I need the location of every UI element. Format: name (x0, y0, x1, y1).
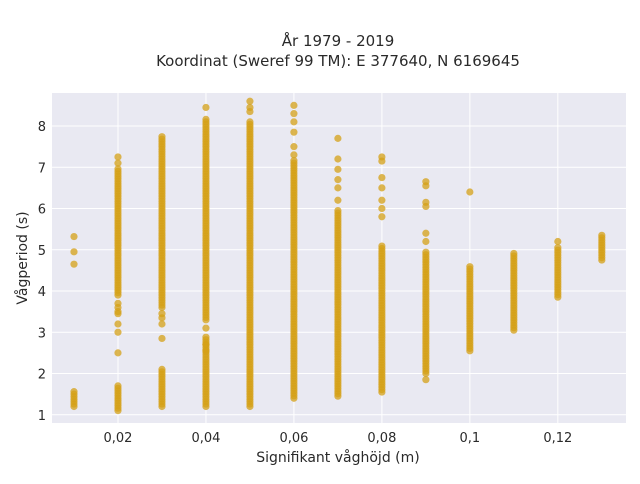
scatter-point (114, 349, 122, 357)
scatter-point (334, 176, 342, 184)
scatter-point (378, 173, 386, 182)
scatter-point (202, 341, 210, 349)
scatter-point (334, 134, 342, 142)
scatter-point (378, 204, 386, 213)
x-tick-label: 0,04 (191, 431, 220, 446)
scatter-point (334, 165, 342, 173)
scatter-point (246, 97, 254, 105)
scatter-point (422, 198, 430, 206)
scatter-point (246, 118, 254, 126)
scatter-point (114, 153, 122, 161)
y-tick-label: 6 (38, 203, 46, 218)
chart-title-line2: Koordinat (Sweref 99 TM): E 377640, N 61… (156, 52, 520, 70)
scatter-point (378, 184, 386, 192)
scatter-point (554, 237, 562, 246)
x-tick-label: 0,08 (367, 431, 396, 446)
scatter-point (70, 260, 78, 268)
y-tick-label: 2 (38, 368, 46, 383)
scatter-point (422, 248, 430, 256)
scatter-point (114, 165, 122, 173)
y-tick-label: 7 (38, 161, 46, 176)
x-axis-label: Signifikant våghöjd (m) (256, 449, 419, 466)
scatter-point (422, 178, 430, 186)
y-axis-label: Vågperiod (s) (14, 211, 31, 304)
y-tick-label: 5 (38, 244, 46, 259)
scatter-point (334, 196, 342, 204)
scatter-points (70, 97, 606, 415)
scatter-point (246, 103, 254, 112)
scatter-point (114, 328, 122, 336)
scatter-point (114, 320, 122, 328)
scatter-point (422, 237, 430, 246)
y-tick-label: 3 (38, 326, 46, 341)
scatter-point (158, 320, 166, 328)
chart-title-line1: År 1979 - 2019 (282, 31, 395, 50)
y-tick-label: 8 (38, 120, 46, 135)
scatter-point (554, 244, 562, 252)
scatter-point (70, 232, 78, 241)
y-tick-labels: 1 2 3 4 5 6 7 8 (38, 120, 46, 424)
scatter-point (158, 334, 166, 343)
scatter-point (290, 157, 298, 165)
scatter-point (158, 310, 166, 318)
scatter-point (422, 229, 430, 237)
scatter-point (202, 324, 210, 332)
scatter-point (290, 118, 298, 126)
scatter-point (114, 159, 122, 167)
scatter-point (466, 263, 474, 271)
scatter-point (158, 133, 166, 141)
scatter-point (70, 248, 78, 256)
scatter-point (290, 128, 298, 136)
scatter-point (114, 382, 122, 390)
scatter-point (598, 231, 606, 239)
x-tick-label: 0,02 (104, 431, 133, 446)
x-tick-labels: 0,02 0,04 0,06 0,08 0,1 0,12 (104, 431, 573, 446)
y-tick-label: 1 (38, 409, 46, 424)
scatter-point (202, 115, 210, 123)
y-tick-label: 4 (38, 285, 46, 300)
scatter-point (378, 242, 386, 250)
scatter-point (510, 249, 518, 258)
x-tick-label: 0,1 (460, 431, 481, 446)
scatter-point (202, 103, 210, 112)
scatter-point (422, 376, 430, 384)
scatter-point (378, 196, 386, 204)
scatter-point (466, 188, 474, 196)
x-tick-label: 0,06 (279, 431, 308, 446)
scatter-point (290, 151, 298, 159)
scatter-point (334, 206, 342, 215)
scatter-point (158, 365, 166, 373)
scatter-point (378, 213, 386, 221)
scatter-point (290, 101, 298, 109)
scatter-point (290, 110, 298, 118)
scatter-point (202, 333, 210, 341)
scatter-point (334, 184, 342, 192)
scatter-point (290, 143, 298, 151)
scatter-point (378, 153, 386, 161)
x-tick-label: 0,12 (543, 431, 572, 446)
scatter-point (70, 388, 78, 396)
scatter-point (334, 155, 342, 163)
scatter-point (202, 347, 210, 355)
scatter-point (114, 299, 122, 307)
